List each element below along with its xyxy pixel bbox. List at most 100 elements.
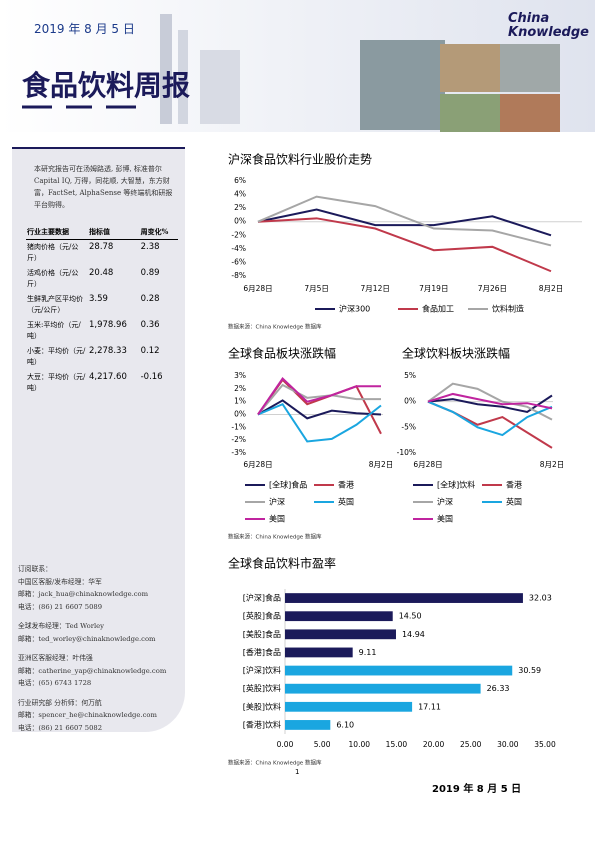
series-line [257, 208, 552, 237]
contact-line: 邮箱：spencer_he@chinaknowledge.com [18, 711, 157, 719]
x-tick-label: 7月12日 [361, 284, 390, 293]
x-tick-label: 7月26日 [478, 284, 507, 293]
value-label: 32.03 [529, 594, 552, 603]
category-label: [美股]饮料 [243, 701, 281, 711]
bar [285, 593, 523, 603]
chart-title: 沪深食品饮料行业股价走势 [228, 152, 372, 167]
y-tick-label: 3% [234, 371, 246, 380]
table-cell: 28.78 [89, 242, 114, 252]
contact-line: 邮箱：catherine_yap@chinaknowledge.com [18, 666, 167, 675]
contact-line: 邮箱：ted_worley@chinaknowledge.com [18, 634, 156, 643]
legend-label: 香港 [338, 480, 354, 490]
intro: 本研究报告可在汤姆路透, 彭博, 标准普尔 Capital IQ, 万得，同花顺… [34, 165, 173, 209]
source-note: 数据来源：China Knowledge 数据库 [228, 533, 322, 541]
series-line [257, 217, 552, 273]
value-label: 14.50 [399, 612, 422, 621]
y-tick-label: -10% [397, 448, 416, 457]
bar [285, 701, 413, 712]
chart-title: 全球食品板块涨跌幅 [228, 346, 336, 361]
table-cell: 0.36 [140, 320, 160, 330]
table-header: 指标值 [88, 225, 140, 240]
bar [285, 683, 481, 694]
category-label: [美股]食品 [243, 629, 281, 639]
contact-line: 全球发布经理：Ted Worley [18, 622, 105, 630]
chart-title: 全球食品饮料市盈率 [228, 556, 336, 571]
x-tick-label: 8月2日 [369, 460, 394, 469]
contact-line: 中国区客服/发布经理：华军 [18, 577, 102, 586]
category-label: [英股]饮料 [243, 683, 281, 693]
y-tick-label: 1% [234, 397, 246, 406]
table-cell: 1,978.96 [89, 320, 127, 330]
x-tick-label: 6月28日 [243, 284, 272, 293]
table-header: 行业主要数据 [26, 225, 88, 240]
contact-line: 订阅联系： [18, 565, 52, 573]
legend-label: 英国 [338, 497, 354, 507]
legend-label: [全球]食品 [269, 480, 307, 490]
x-tick-label: 20.00 [423, 740, 445, 749]
series-line [427, 392, 553, 410]
y-tick-label: 2% [234, 384, 246, 393]
footer-date: 2019 年 8 月 5 日 [432, 784, 522, 795]
x-tick-label: 10.00 [349, 740, 371, 749]
bar [285, 629, 396, 640]
y-tick-label: 6% [234, 176, 246, 185]
photo [440, 44, 500, 92]
table-row: 大豆：平均价（元/吨） 4,217.60 -0.16 [26, 370, 178, 396]
contact-line: 邮箱：jack_hua@chinaknowledge.com [18, 590, 149, 598]
legend-label: 沪深 [437, 497, 453, 507]
y-tick-label: 0% [404, 397, 416, 406]
series-line [257, 377, 381, 416]
table-cell: 4,217.60 [89, 372, 127, 382]
table-cell: 2.38 [140, 242, 160, 252]
bar [285, 720, 331, 730]
table-row: 生鲜乳产区平均价（元/公斤） 3.59 0.28 [26, 292, 178, 318]
value-label: 6.10 [336, 720, 354, 729]
sidebar: 本研究报告可在汤姆路透, 彭博, 标准普尔 Capital IQ, 万得，同花顺… [12, 147, 185, 732]
x-tick-label: 8月2日 [540, 460, 565, 469]
table-cell: 活鸡价格（元/公斤） [27, 269, 79, 288]
series-line [257, 399, 382, 420]
series-line [257, 195, 552, 247]
bar [285, 611, 393, 622]
category-label: [沪深]食品 [243, 593, 281, 603]
table-cell: -0.16 [140, 372, 163, 382]
value-label: 17.11 [418, 702, 441, 711]
skyline [178, 30, 188, 124]
source-note: 数据来源：China Knowledge 数据库 [228, 759, 322, 767]
x-tick-label: 8月2日 [539, 284, 564, 293]
category-label: [英股]食品 [243, 611, 281, 621]
contacts: 订阅联系： 中国区客服/发布经理：华军邮箱：jack_hua@chinaknowl… [18, 563, 166, 741]
category-label: [香港]食品 [243, 647, 281, 657]
contact-line: 亚洲区客服经理：叶伟强 [18, 654, 93, 662]
series-line [427, 400, 553, 437]
photo [500, 44, 560, 92]
contact-line: 电话：(65) 6743 1728 [18, 679, 92, 687]
report-title: 食品饮料周报 [22, 69, 191, 102]
contact-group: 亚洲区客服经理：叶伟强邮箱：catherine_yap@chinaknowled… [18, 652, 166, 690]
y-tick-label: -4% [231, 244, 246, 253]
legend-label: 饮料制造 [492, 304, 524, 314]
bar [285, 647, 353, 658]
table-cell: 大豆：平均价（元/吨） [27, 373, 86, 392]
value-label: 9.11 [359, 648, 377, 657]
legend-label: [全球]饮料 [437, 480, 475, 490]
table-row: 玉米:平均价（元/吨） 1,978.96 0.36 [26, 318, 178, 344]
legend-label: 美国 [269, 514, 285, 524]
chart-title: 全球饮料板块涨跌幅 [402, 346, 510, 361]
contact-group: 行业研究部 分析师：何万航 邮箱：spencer_he@chinaknowledg… [18, 697, 166, 735]
table-cell: 20.48 [89, 268, 114, 278]
bar [285, 665, 513, 676]
x-tick-label: 6月28日 [243, 460, 272, 469]
x-tick-label: 6月28日 [413, 460, 442, 469]
x-tick-label: 35.00 [534, 740, 556, 749]
contact-group: 全球发布经理：Ted Worley 邮箱：ted_worley@chinaknow… [18, 620, 166, 645]
y-tick-label: 0% [234, 217, 246, 226]
table-cell: 0.28 [140, 294, 160, 304]
report-date: 2019 年 8 月 5 日 [34, 22, 135, 36]
table-cell: 生鲜乳产区平均价（元/公斤） [27, 295, 83, 314]
x-tick-label: 25.00 [460, 740, 482, 749]
y-tick-label: 5% [404, 371, 416, 380]
value-label: 14.94 [402, 630, 425, 639]
